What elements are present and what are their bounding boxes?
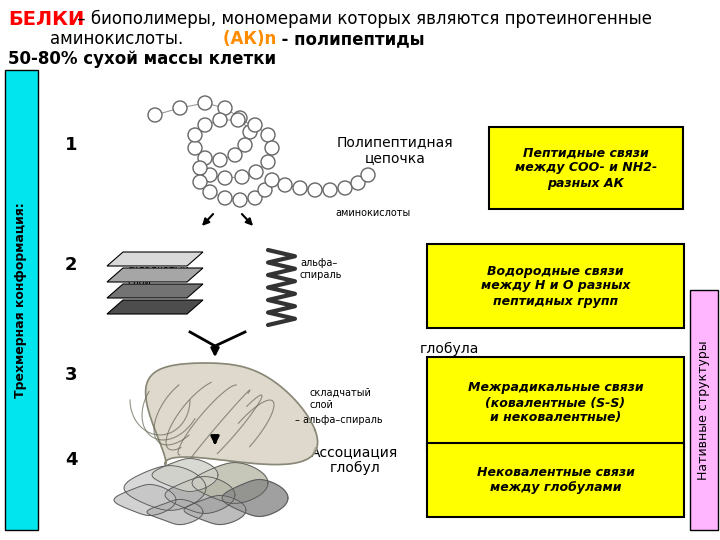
Circle shape bbox=[198, 118, 212, 132]
Circle shape bbox=[233, 111, 247, 125]
Circle shape bbox=[218, 191, 232, 205]
Text: 2: 2 bbox=[65, 256, 78, 274]
Circle shape bbox=[198, 96, 212, 110]
Circle shape bbox=[188, 141, 202, 155]
Circle shape bbox=[218, 101, 232, 115]
Text: Нековалентные связи
между глобулами: Нековалентные связи между глобулами bbox=[477, 466, 634, 494]
Text: - полипептиды: - полипептиды bbox=[270, 30, 425, 48]
Circle shape bbox=[248, 118, 262, 132]
FancyBboxPatch shape bbox=[427, 357, 684, 449]
Circle shape bbox=[261, 155, 275, 169]
Polygon shape bbox=[222, 480, 288, 516]
Text: 50-80% сухой массы клетки: 50-80% сухой массы клетки bbox=[8, 50, 276, 68]
Circle shape bbox=[193, 175, 207, 189]
Polygon shape bbox=[107, 252, 203, 266]
Text: – альфа–спираль: – альфа–спираль bbox=[295, 415, 382, 425]
Text: – биополимеры, мономерами которых являются протеиногенные: – биополимеры, мономерами которых являют… bbox=[72, 10, 652, 28]
Circle shape bbox=[173, 101, 187, 115]
Circle shape bbox=[265, 141, 279, 155]
Circle shape bbox=[188, 128, 202, 142]
Polygon shape bbox=[147, 500, 203, 524]
Text: Полипептидная
цепочка: Полипептидная цепочка bbox=[337, 135, 454, 165]
Circle shape bbox=[213, 113, 227, 127]
Text: Межрадикальные связи
(ковалентные (S-S)
и нековалентные): Межрадикальные связи (ковалентные (S-S) … bbox=[468, 381, 643, 424]
FancyBboxPatch shape bbox=[489, 127, 683, 209]
Text: складчатый
слой: складчатый слой bbox=[127, 265, 189, 287]
Polygon shape bbox=[114, 484, 176, 516]
Text: альфа–
спираль: альфа– спираль bbox=[300, 258, 343, 280]
Polygon shape bbox=[145, 363, 318, 464]
Circle shape bbox=[361, 168, 375, 182]
FancyBboxPatch shape bbox=[427, 443, 684, 517]
Polygon shape bbox=[152, 458, 218, 491]
Polygon shape bbox=[107, 268, 203, 282]
Circle shape bbox=[338, 181, 352, 195]
Text: Водородные связи
между H и O разных
пептидных групп: Водородные связи между H и O разных пепт… bbox=[481, 265, 630, 307]
Circle shape bbox=[243, 125, 257, 139]
Polygon shape bbox=[124, 465, 206, 510]
FancyBboxPatch shape bbox=[5, 70, 38, 530]
Circle shape bbox=[203, 185, 217, 199]
Circle shape bbox=[249, 165, 263, 179]
Circle shape bbox=[218, 171, 232, 185]
Polygon shape bbox=[184, 496, 246, 524]
Circle shape bbox=[228, 148, 242, 162]
Circle shape bbox=[248, 191, 262, 205]
Circle shape bbox=[308, 183, 322, 197]
Circle shape bbox=[351, 176, 365, 190]
Text: 4: 4 bbox=[65, 451, 78, 469]
FancyBboxPatch shape bbox=[427, 244, 684, 328]
Text: (АК)n: (АК)n bbox=[200, 30, 276, 48]
Circle shape bbox=[258, 183, 272, 197]
Text: глобула: глобула bbox=[420, 342, 480, 356]
Circle shape bbox=[235, 170, 249, 184]
FancyBboxPatch shape bbox=[690, 290, 718, 530]
Circle shape bbox=[238, 138, 252, 152]
Text: БЕЛКИ: БЕЛКИ bbox=[8, 10, 84, 29]
Circle shape bbox=[193, 161, 207, 175]
Polygon shape bbox=[107, 284, 203, 298]
Text: аминокислоты.: аминокислоты. bbox=[8, 30, 184, 48]
Circle shape bbox=[148, 108, 162, 122]
Text: аминокислоты: аминокислоты bbox=[335, 208, 410, 218]
Circle shape bbox=[265, 173, 279, 187]
Circle shape bbox=[323, 183, 337, 197]
Text: складчатый
слой: складчатый слой bbox=[310, 388, 372, 410]
Polygon shape bbox=[192, 463, 268, 503]
Circle shape bbox=[213, 153, 227, 167]
Polygon shape bbox=[107, 300, 203, 314]
Text: 1: 1 bbox=[65, 136, 78, 154]
Circle shape bbox=[231, 113, 245, 127]
Text: 3: 3 bbox=[65, 366, 78, 384]
Circle shape bbox=[278, 178, 292, 192]
Circle shape bbox=[261, 128, 275, 142]
Circle shape bbox=[233, 193, 247, 207]
Polygon shape bbox=[165, 477, 235, 514]
Circle shape bbox=[293, 181, 307, 195]
Text: Трехмерная конформация:: Трехмерная конформация: bbox=[14, 202, 27, 398]
Text: Ассоциация
глобул: Ассоциация глобул bbox=[311, 445, 399, 475]
Text: Нативные структуры: Нативные структуры bbox=[698, 340, 711, 480]
Text: Пептидные связи
между COO- и NH2-
разных АК: Пептидные связи между COO- и NH2- разных… bbox=[515, 146, 657, 190]
Circle shape bbox=[198, 151, 212, 165]
Circle shape bbox=[203, 168, 217, 182]
